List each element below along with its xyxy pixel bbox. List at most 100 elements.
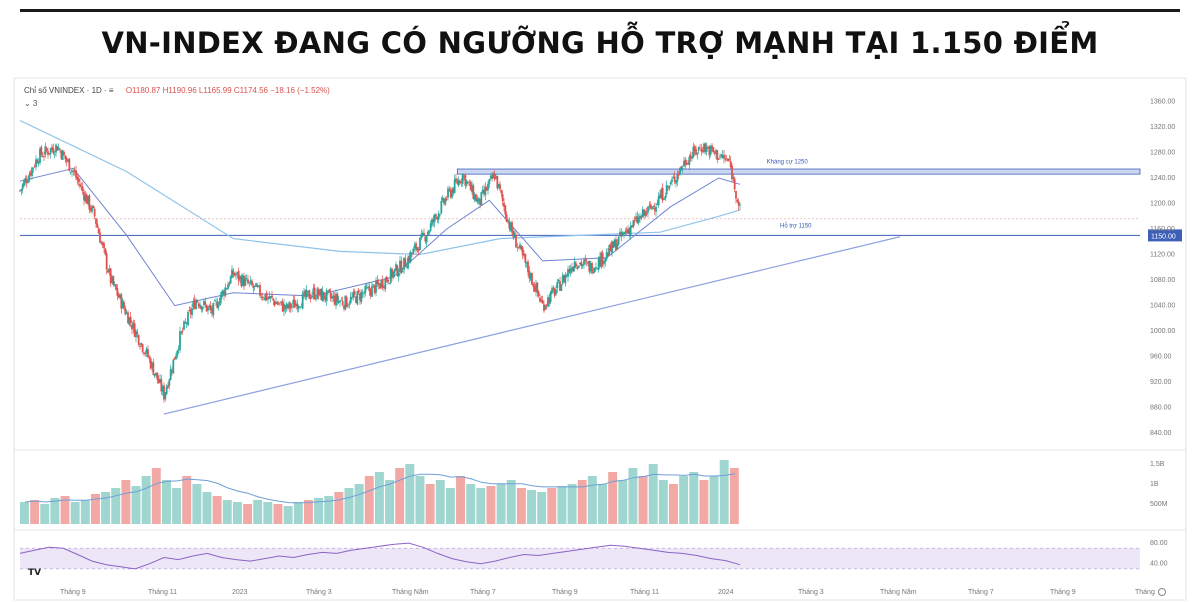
candle-down [293, 299, 296, 308]
candle-down [276, 302, 279, 305]
x-tick-label: Tháng 3 [798, 589, 824, 596]
candle-down [65, 158, 68, 162]
candle-up [367, 286, 369, 288]
candle-up [179, 331, 181, 350]
candle-down [233, 273, 236, 276]
candle-up [433, 214, 436, 223]
candle-down [508, 221, 511, 229]
candle-down [205, 304, 208, 312]
candle-down [329, 292, 332, 298]
candle-up [305, 289, 308, 298]
candle-down [455, 178, 457, 182]
candle-down [211, 308, 213, 314]
candle-down [527, 261, 529, 273]
candle-up [629, 226, 632, 236]
candle-up [155, 372, 157, 375]
volume-bar [151, 468, 161, 524]
candle-down [216, 301, 219, 309]
candle-down [52, 148, 55, 154]
candle-down [272, 298, 275, 301]
candle-down [333, 296, 336, 305]
candle-up [457, 179, 460, 186]
candle-down [112, 276, 115, 285]
candle-up [151, 362, 153, 368]
candle-down [377, 282, 380, 285]
candle-down [19, 190, 21, 192]
candle-down [160, 379, 163, 392]
candle-down [640, 216, 643, 219]
candle-down [695, 149, 697, 155]
y-tick-label: 1040.00 [1150, 303, 1175, 310]
candle-up [44, 146, 47, 155]
candle-up [547, 297, 549, 307]
candle-down [737, 201, 740, 206]
candle-up [596, 268, 599, 270]
candle-up [407, 257, 409, 269]
candle-up [365, 287, 368, 289]
candle-up [380, 280, 383, 288]
candle-down [467, 181, 469, 183]
candle-down [271, 295, 273, 298]
candle-up [703, 143, 705, 153]
candle-down [408, 255, 411, 262]
candle-up [225, 288, 228, 290]
candle-up [655, 206, 657, 212]
candle-up [465, 180, 468, 185]
volume-ma-line [25, 473, 735, 504]
rsi-tick-label: 80.00 [1150, 540, 1168, 547]
x-tick-label: Tháng 11 [630, 589, 659, 596]
candle-down [472, 185, 475, 199]
candle-down [571, 267, 573, 271]
candle-up [617, 236, 620, 245]
candle-up [335, 293, 337, 306]
volume-bar [476, 488, 486, 524]
volume-bar [445, 488, 455, 524]
volume-bar [263, 502, 273, 524]
candle-up [300, 306, 303, 308]
candle-down [141, 344, 144, 352]
candle-down [152, 362, 155, 375]
candle-up [429, 223, 432, 231]
candle-up [319, 289, 321, 295]
volume-bar [415, 476, 425, 524]
candle-down [357, 290, 360, 293]
candle-up [37, 161, 40, 164]
candle-down [485, 188, 488, 191]
candle-down [552, 287, 555, 290]
volume-bar [111, 488, 121, 524]
candle-down [736, 199, 739, 202]
candle-up [24, 178, 27, 183]
volume-tick-label: 1B [1150, 481, 1159, 488]
candle-up [67, 160, 69, 162]
volume-bar [537, 492, 547, 524]
y-tick-label: 1080.00 [1150, 277, 1175, 284]
volume-bar [80, 500, 90, 524]
candle-up [39, 148, 41, 163]
candle-up [709, 145, 712, 155]
volume-bar [628, 468, 638, 524]
candle-down [261, 296, 264, 299]
volume-bar [557, 486, 567, 524]
candle-up [285, 303, 288, 308]
candle-up [21, 184, 24, 190]
volume-tick-label: 500M [1150, 501, 1168, 508]
candle-up [593, 267, 596, 273]
candle-down [649, 204, 652, 209]
candle-down [240, 276, 243, 287]
candle-up [291, 305, 293, 308]
candle-up [100, 242, 103, 244]
candle-up [331, 296, 333, 299]
candle-down [313, 287, 316, 299]
settings-gear-icon [1158, 588, 1166, 596]
indicator-toggle[interactable]: ⌄ 3 [24, 99, 38, 108]
volume-bar [253, 500, 263, 524]
candle-up [161, 386, 164, 392]
candle-up [668, 185, 671, 189]
candle-up [623, 232, 625, 235]
candle-up [395, 264, 397, 271]
candle-down [256, 285, 259, 287]
candle-down [136, 332, 139, 335]
y-tick-label: 920.00 [1150, 379, 1172, 386]
candle-down [625, 230, 628, 232]
candle-up [696, 152, 699, 155]
